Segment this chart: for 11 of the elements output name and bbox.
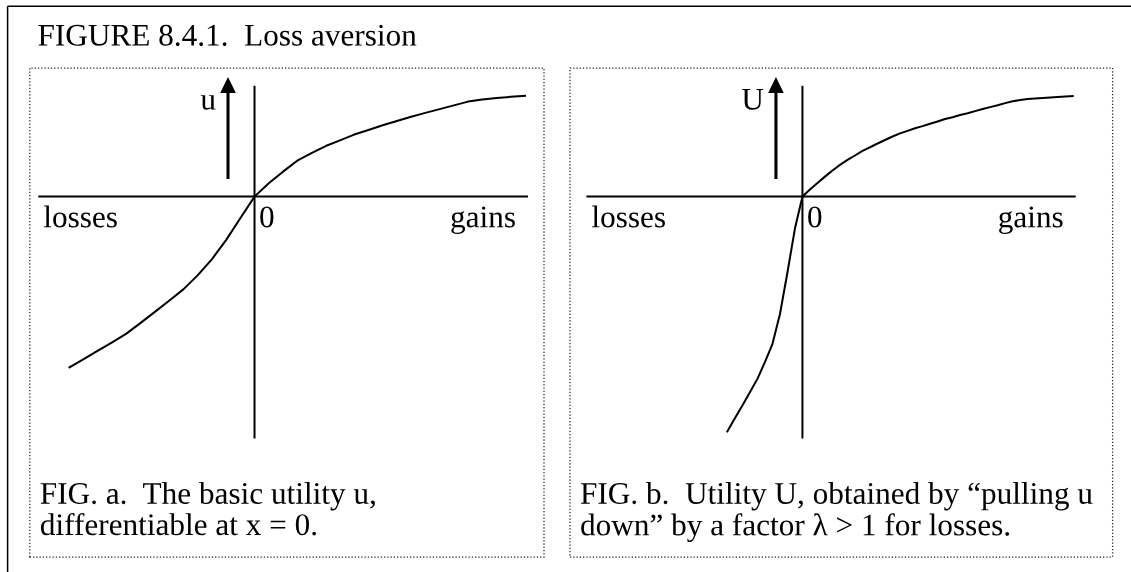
annotation: gains [451,206,515,234]
text: FIG. b. Utility U, obtained by “pulling u down” by a factor λ > 1 for losses. [580,482,1093,543]
annotation: gains [999,206,1063,234]
text: FIG. a. The basic utility u, differentiable at x = 0. [40,482,375,536]
annotation: losses [43,205,117,228]
text: losses [592,205,665,228]
annotation: 0 [808,206,822,228]
y-axis-title: u [200,95,216,110]
annotation: 0 [260,206,274,228]
y-axis-title: U [742,89,764,110]
chart-title: FIGURE 8.4.1. Loss aversion [38,24,417,46]
